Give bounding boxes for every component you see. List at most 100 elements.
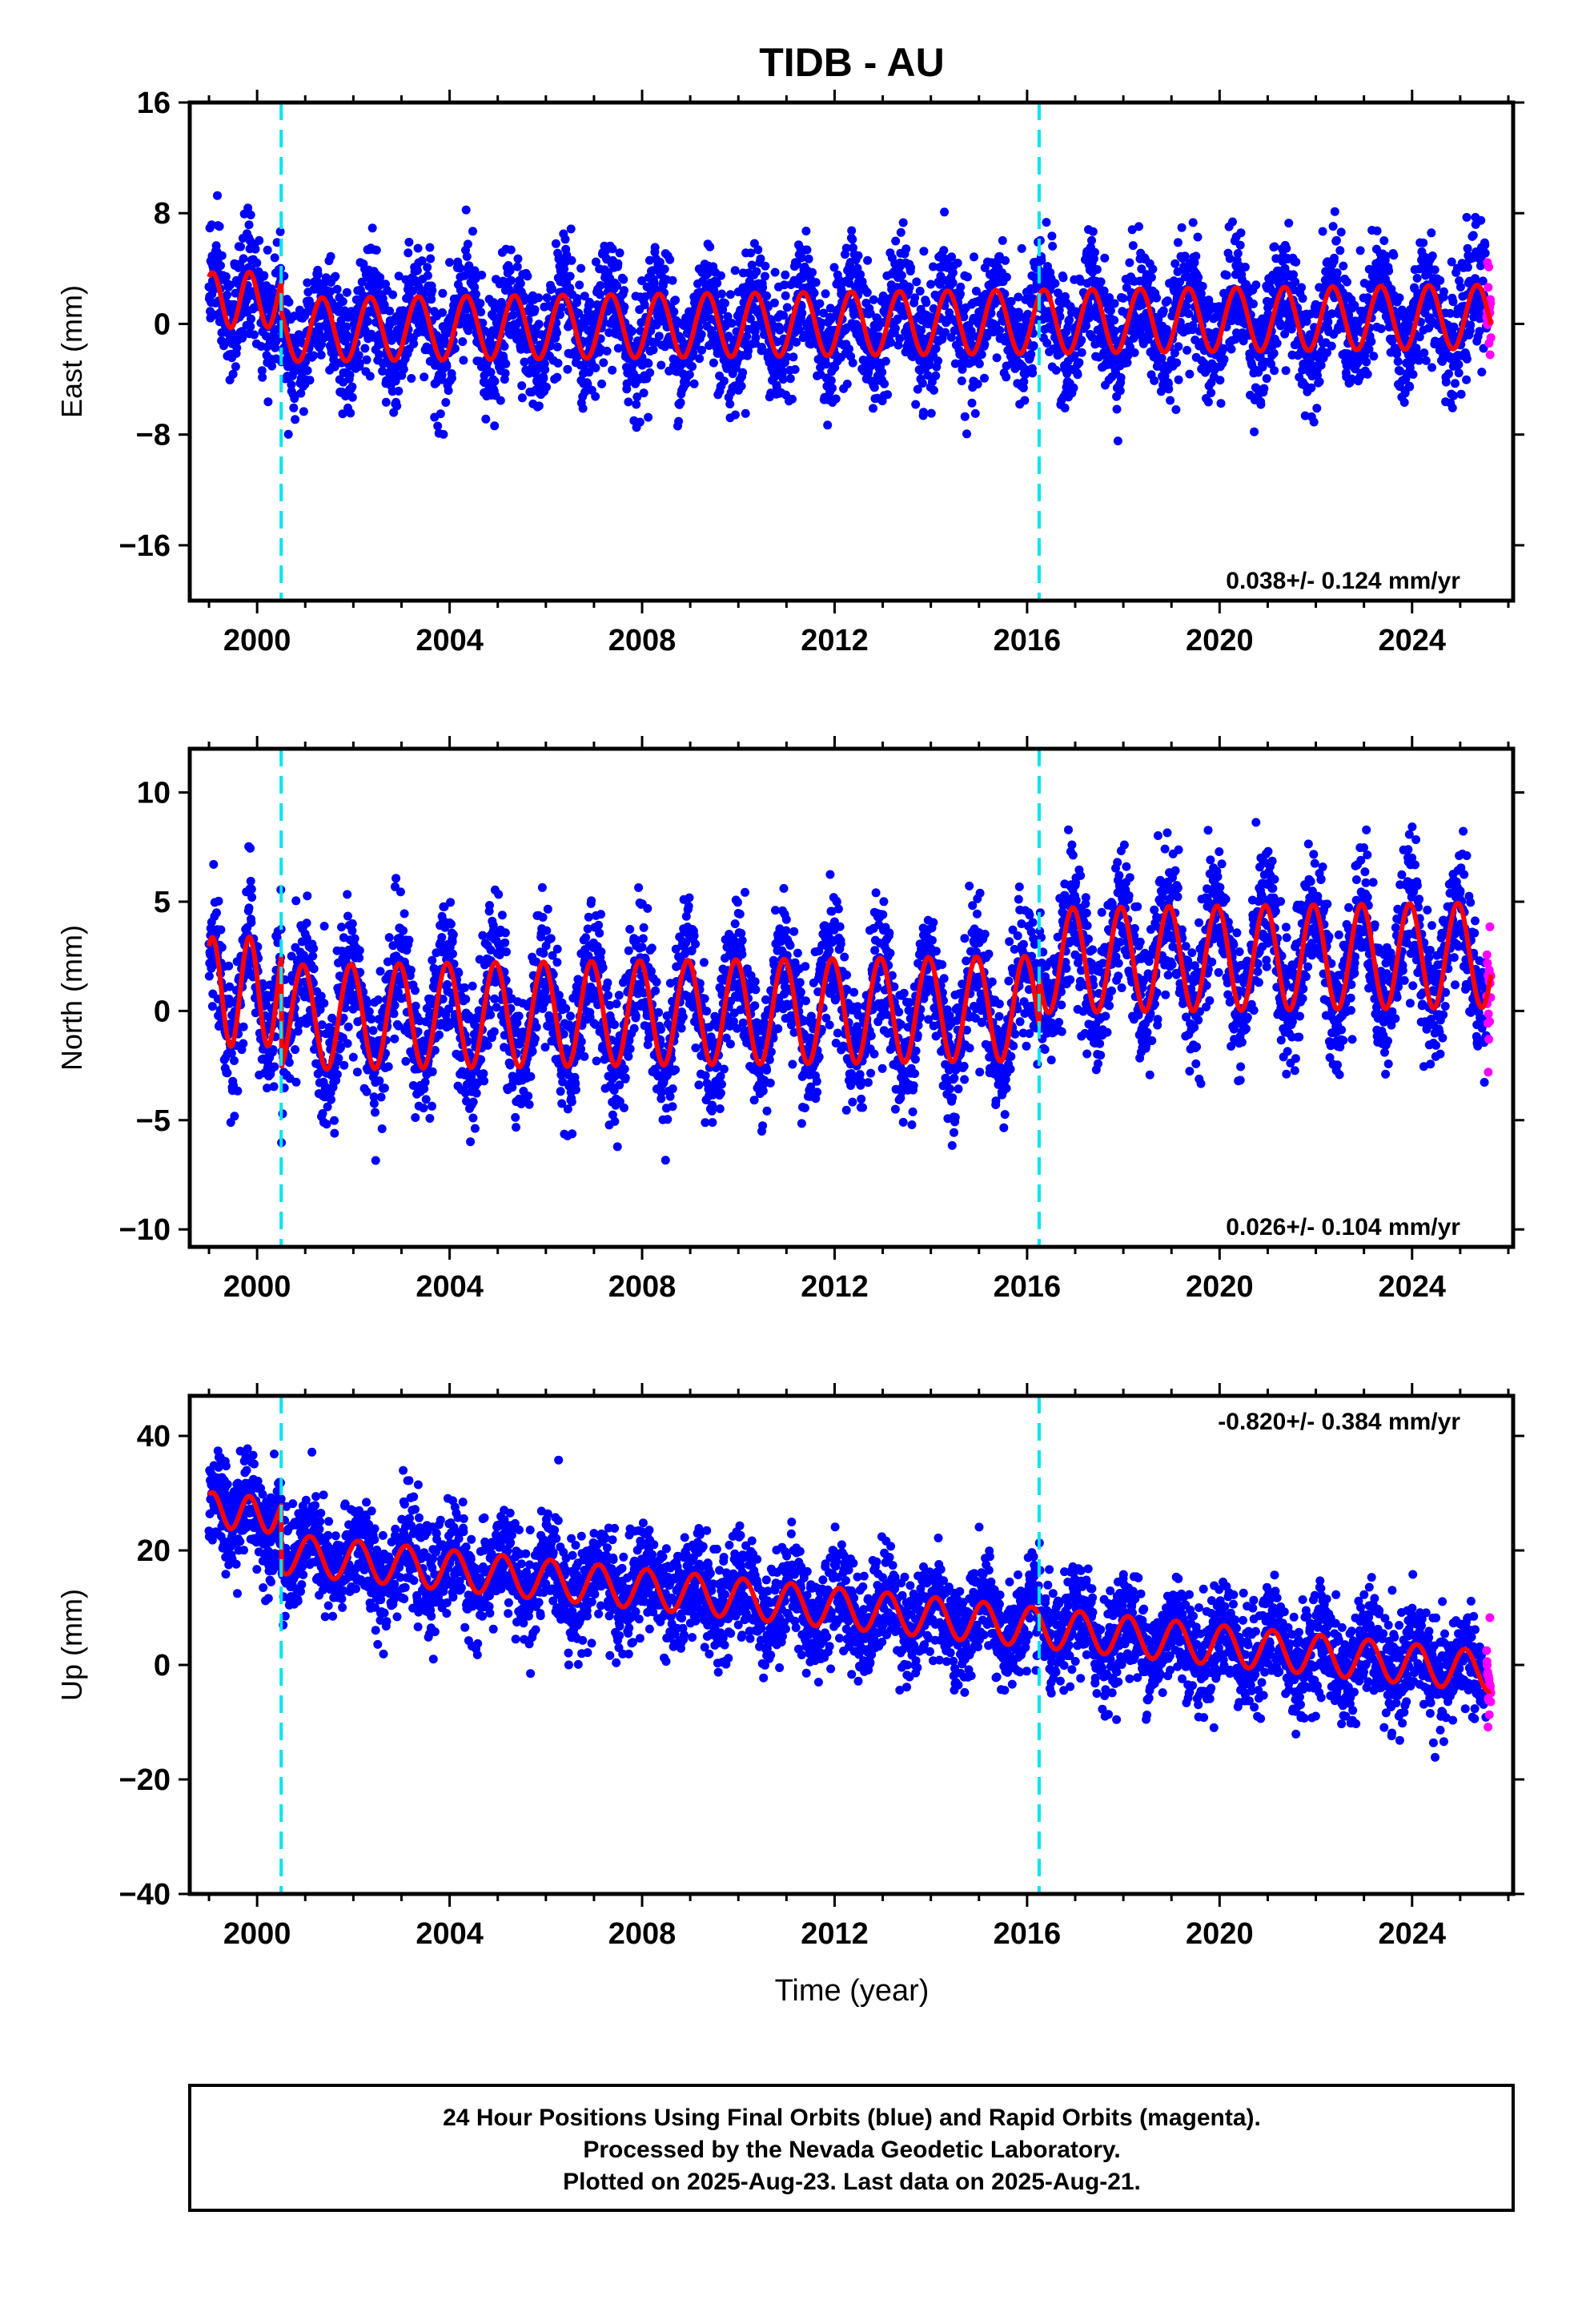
- east-final-point: [671, 296, 681, 305]
- east-final-point: [934, 356, 943, 366]
- east-final-point: [1323, 317, 1333, 327]
- east-final-point: [1219, 355, 1229, 364]
- east-final-point: [591, 257, 600, 267]
- east-rapid-point: [1484, 283, 1493, 292]
- east-final-point: [831, 394, 841, 404]
- east-final-point: [1444, 369, 1453, 379]
- east-final-point: [665, 255, 675, 264]
- east-final-point: [215, 222, 224, 231]
- east-y-tick-label: 16: [137, 86, 171, 120]
- east-final-point: [552, 372, 562, 382]
- east-final-point: [917, 379, 927, 388]
- east-final-point: [769, 298, 779, 308]
- east-final-point: [896, 227, 905, 237]
- east-final-point: [237, 327, 247, 336]
- east-final-point: [231, 362, 240, 372]
- east-final-point: [534, 293, 544, 303]
- east-final-point: [1073, 370, 1082, 380]
- east-points: [204, 191, 1496, 446]
- east-final-point: [476, 299, 485, 308]
- east-final-point: [1088, 227, 1098, 236]
- east-final-point: [1058, 273, 1068, 283]
- east-final-point: [890, 324, 900, 333]
- east-final-point: [1419, 348, 1429, 358]
- north-final-point: [212, 908, 221, 918]
- east-final-point: [992, 353, 1002, 363]
- east-final-point: [624, 397, 633, 407]
- east-final-point: [1166, 396, 1175, 405]
- east-final-point: [1082, 321, 1091, 331]
- east-final-point: [1026, 349, 1036, 359]
- east-final-point: [697, 345, 706, 355]
- north-final-point: [224, 961, 234, 971]
- east-final-point: [753, 245, 763, 255]
- east-final-point: [399, 364, 408, 374]
- east-final-point: [1393, 356, 1403, 366]
- east-y-tick-label: 8: [154, 197, 171, 231]
- east-final-point: [781, 270, 790, 279]
- east-final-point: [1462, 354, 1472, 364]
- east-final-point: [1134, 222, 1143, 231]
- east-final-point: [911, 400, 921, 409]
- east-final-point: [1090, 247, 1099, 257]
- east-final-point: [1110, 299, 1119, 308]
- east-final-point: [1272, 339, 1282, 348]
- east-final-point: [1150, 376, 1159, 385]
- east-final-point: [486, 368, 496, 377]
- east-final-point: [721, 299, 729, 308]
- east-final-point: [970, 252, 978, 262]
- east-final-point: [1125, 258, 1134, 267]
- north-final-point: [284, 1058, 294, 1068]
- east-final-point: [1116, 373, 1126, 382]
- east-final-point: [716, 271, 725, 280]
- east-final-point: [444, 386, 453, 396]
- north-final-point: [308, 951, 318, 961]
- east-final-point: [496, 396, 505, 405]
- east-final-point: [804, 254, 813, 263]
- east-final-point: [1355, 246, 1365, 255]
- east-final-point: [842, 380, 852, 388]
- east-final-point: [556, 303, 566, 312]
- east-final-point: [272, 238, 282, 247]
- east-final-point: [973, 380, 982, 389]
- east-final-point: [1250, 427, 1259, 436]
- east-final-point: [565, 271, 575, 281]
- east-final-point: [1235, 240, 1245, 250]
- east-x-tick-label: 2000: [223, 624, 291, 657]
- east-final-point: [247, 314, 255, 324]
- east-final-point: [236, 242, 245, 251]
- east-final-point: [1092, 265, 1102, 274]
- east-final-point: [1191, 251, 1201, 261]
- north-final-point: [334, 1054, 343, 1063]
- east-final-point: [445, 258, 454, 267]
- east-final-point: [1100, 253, 1110, 263]
- north-final-point: [269, 1082, 279, 1092]
- east-final-point: [488, 326, 497, 336]
- east-rapid-point: [1485, 350, 1495, 360]
- east-final-point: [845, 344, 853, 354]
- east-final-point: [517, 381, 527, 391]
- east-final-point: [1419, 238, 1428, 247]
- east-final-point: [500, 368, 510, 378]
- east-final-point: [656, 360, 666, 370]
- east-final-point: [470, 266, 480, 275]
- east-final-point: [520, 357, 529, 367]
- east-final-point: [433, 421, 443, 431]
- north-final-point: [216, 925, 226, 935]
- east-final-point: [788, 394, 797, 404]
- east-rapid-point: [1486, 333, 1496, 343]
- north-final-point: [330, 1128, 339, 1138]
- east-final-point: [342, 322, 351, 332]
- east-final-point: [1251, 280, 1261, 290]
- east-final-point: [323, 328, 333, 337]
- east-final-point: [737, 381, 746, 391]
- east-final-point: [1336, 227, 1346, 237]
- east-final-point: [645, 368, 655, 377]
- east-final-point: [685, 370, 694, 380]
- east-final-point: [1157, 353, 1166, 363]
- north-final-point: [244, 903, 254, 913]
- east-final-point: [741, 408, 750, 418]
- east-final-point: [470, 283, 480, 292]
- north-final-point: [209, 859, 219, 869]
